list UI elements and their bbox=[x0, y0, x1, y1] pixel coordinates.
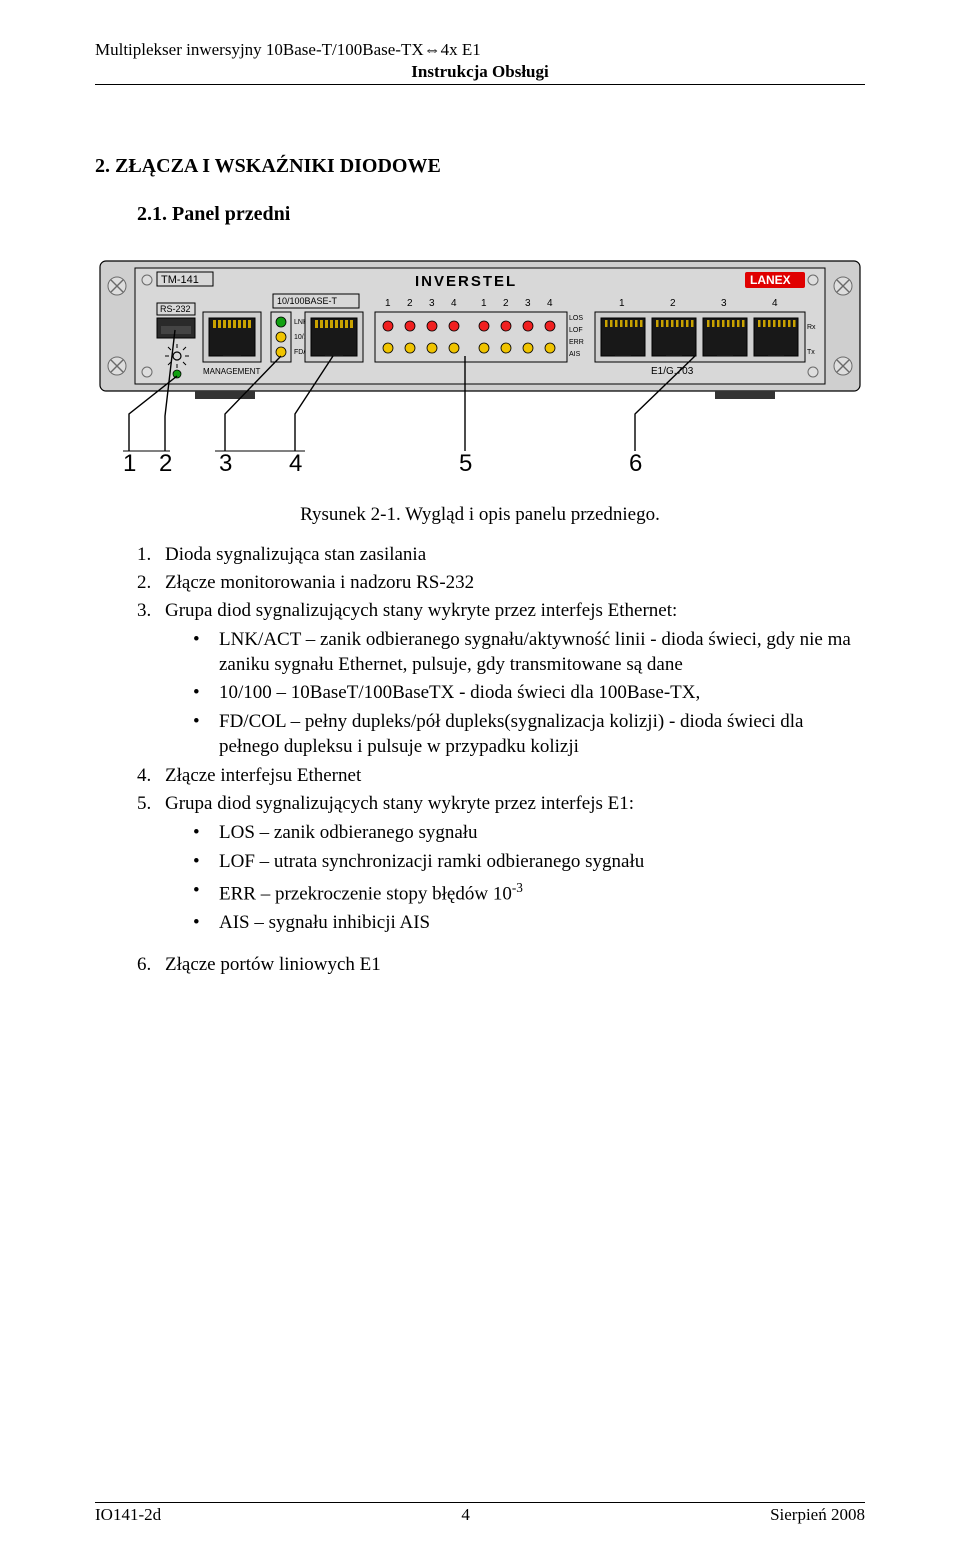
flange-screw-tl bbox=[108, 277, 126, 295]
svg-text:Rx: Rx bbox=[807, 324, 816, 331]
subsection-number: 2.1. bbox=[137, 203, 167, 225]
svg-text:4: 4 bbox=[547, 298, 553, 309]
bullet: LOS – zanik odbieranego sygnału bbox=[193, 821, 865, 846]
svg-text:1: 1 bbox=[619, 298, 625, 309]
item-1-text: Dioda sygnalizująca stan zasilania bbox=[165, 544, 426, 565]
item-5-text: Grupa diod sygnalizujących stany wykryte… bbox=[165, 793, 634, 814]
svg-text:1: 1 bbox=[123, 450, 136, 476]
exponent: -3 bbox=[512, 880, 523, 895]
svg-text:2: 2 bbox=[159, 450, 172, 476]
device-front-panel-svg: TM-141 INVERSTEL LANEX RS-232 MANAGEMENT… bbox=[95, 256, 865, 476]
e1-label: E1/G.703 bbox=[651, 366, 694, 377]
footer-doc-id: IO141-2d bbox=[95, 1505, 161, 1525]
list-item: 1.Dioda sygnalizująca stan zasilania bbox=[137, 544, 865, 566]
svg-text:LOS: LOS bbox=[569, 315, 583, 322]
svg-text:3: 3 bbox=[429, 298, 435, 309]
bullet: ERR – przekroczenie stopy błędów 10-3 bbox=[193, 879, 865, 907]
section-title-text: ZŁĄCZA I WSKAŹNIKI DIODOWE bbox=[115, 155, 441, 177]
svg-text:2: 2 bbox=[670, 298, 676, 309]
bullet: LOF – utrata synchronizacji ramki odbier… bbox=[193, 850, 865, 875]
flange-screw-br bbox=[834, 357, 852, 375]
footer-page-number: 4 bbox=[461, 1505, 470, 1525]
footer-date: Sierpień 2008 bbox=[770, 1505, 865, 1525]
svg-text:4: 4 bbox=[772, 298, 778, 309]
bullet: AIS – sygnału inhibicji AIS bbox=[193, 911, 865, 936]
model-label: TM-141 bbox=[161, 274, 199, 286]
svg-text:4: 4 bbox=[451, 298, 457, 309]
svg-text:LOF: LOF bbox=[569, 327, 583, 334]
svg-text:1: 1 bbox=[481, 298, 487, 309]
svg-text:4: 4 bbox=[289, 450, 302, 476]
svg-text:2: 2 bbox=[503, 298, 509, 309]
item-4-text: Złącze interfejsu Ethernet bbox=[165, 765, 361, 786]
doc-header: Multiplekser inwersyjny 10Base-T/100Base… bbox=[95, 40, 865, 85]
logo-text: LANEX bbox=[750, 273, 791, 287]
item-5-bullets: LOS – zanik odbieranego sygnału LOF – ut… bbox=[193, 821, 865, 935]
svg-text:2: 2 bbox=[407, 298, 413, 309]
subsection-2-1-title: 2.1. Panel przedni bbox=[137, 203, 865, 226]
footer-rule bbox=[95, 1502, 865, 1503]
svg-text:3: 3 bbox=[525, 298, 531, 309]
page-footer: IO141-2d 4 Sierpień 2008 bbox=[95, 1502, 865, 1525]
section-2-title: 2. ZŁĄCZA I WSKAŹNIKI DIODOWE bbox=[95, 155, 865, 178]
bullet: FD/COL – pełny dupleks/pół dupleks(sygna… bbox=[193, 710, 865, 759]
figure-2-1: TM-141 INVERSTEL LANEX RS-232 MANAGEMENT… bbox=[95, 256, 865, 476]
header-rule bbox=[95, 84, 865, 85]
item-2-text: Złącze monitorowania i nadzoru RS-232 bbox=[165, 572, 474, 593]
flange-screw-bl bbox=[108, 357, 126, 375]
list-item: 3.Grupa diod sygnalizujących stany wykry… bbox=[137, 600, 865, 759]
figure-caption: Rysunek 2-1. Wygląd i opis panelu przedn… bbox=[95, 504, 865, 526]
svg-text:3: 3 bbox=[219, 450, 232, 476]
list-item: 4.Złącze interfejsu Ethernet bbox=[137, 765, 865, 787]
foot-right bbox=[715, 391, 775, 399]
management-label: MANAGEMENT bbox=[203, 367, 260, 376]
svg-text:Tx: Tx bbox=[807, 349, 815, 356]
bullet: 10/100 – 10BaseT/100BaseTX - dioda świec… bbox=[193, 681, 865, 706]
panel-description-list: 1.Dioda sygnalizująca stan zasilania 2.Z… bbox=[137, 544, 865, 976]
list-item: 5.Grupa diod sygnalizujących stany wykry… bbox=[137, 793, 865, 935]
list-item: 2.Złącze monitorowania i nadzoru RS-232 bbox=[137, 572, 865, 594]
svg-text:1: 1 bbox=[385, 298, 391, 309]
item-3-text: Grupa diod sygnalizujących stany wykryte… bbox=[165, 600, 677, 621]
section-number: 2. bbox=[95, 155, 110, 177]
header-manual-title: Instrukcja Obsługi bbox=[95, 62, 865, 82]
list-item: 6.Złącze portów liniowych E1 bbox=[137, 954, 865, 976]
flange-screw-tr bbox=[834, 277, 852, 295]
svg-text:ERR: ERR bbox=[569, 339, 584, 346]
svg-text:5: 5 bbox=[459, 450, 472, 476]
bullet: LNK/ACT – zanik odbieranego sygnału/akty… bbox=[193, 628, 865, 677]
header-device-title: Multiplekser inwersyjny 10Base-T/100Base… bbox=[95, 40, 865, 60]
brand-label: INVERSTEL bbox=[415, 273, 517, 290]
item-3-bullets: LNK/ACT – zanik odbieranego sygnału/akty… bbox=[193, 628, 865, 759]
svg-text:6: 6 bbox=[629, 450, 642, 476]
svg-text:3: 3 bbox=[721, 298, 727, 309]
rs232-label: RS-232 bbox=[160, 304, 191, 314]
eth-label: 10/100BASE-T bbox=[277, 296, 338, 306]
subsection-title-text: Panel przedni bbox=[172, 203, 290, 225]
item-6-text: Złącze portów liniowych E1 bbox=[165, 954, 381, 975]
svg-text:AIS: AIS bbox=[569, 351, 581, 358]
